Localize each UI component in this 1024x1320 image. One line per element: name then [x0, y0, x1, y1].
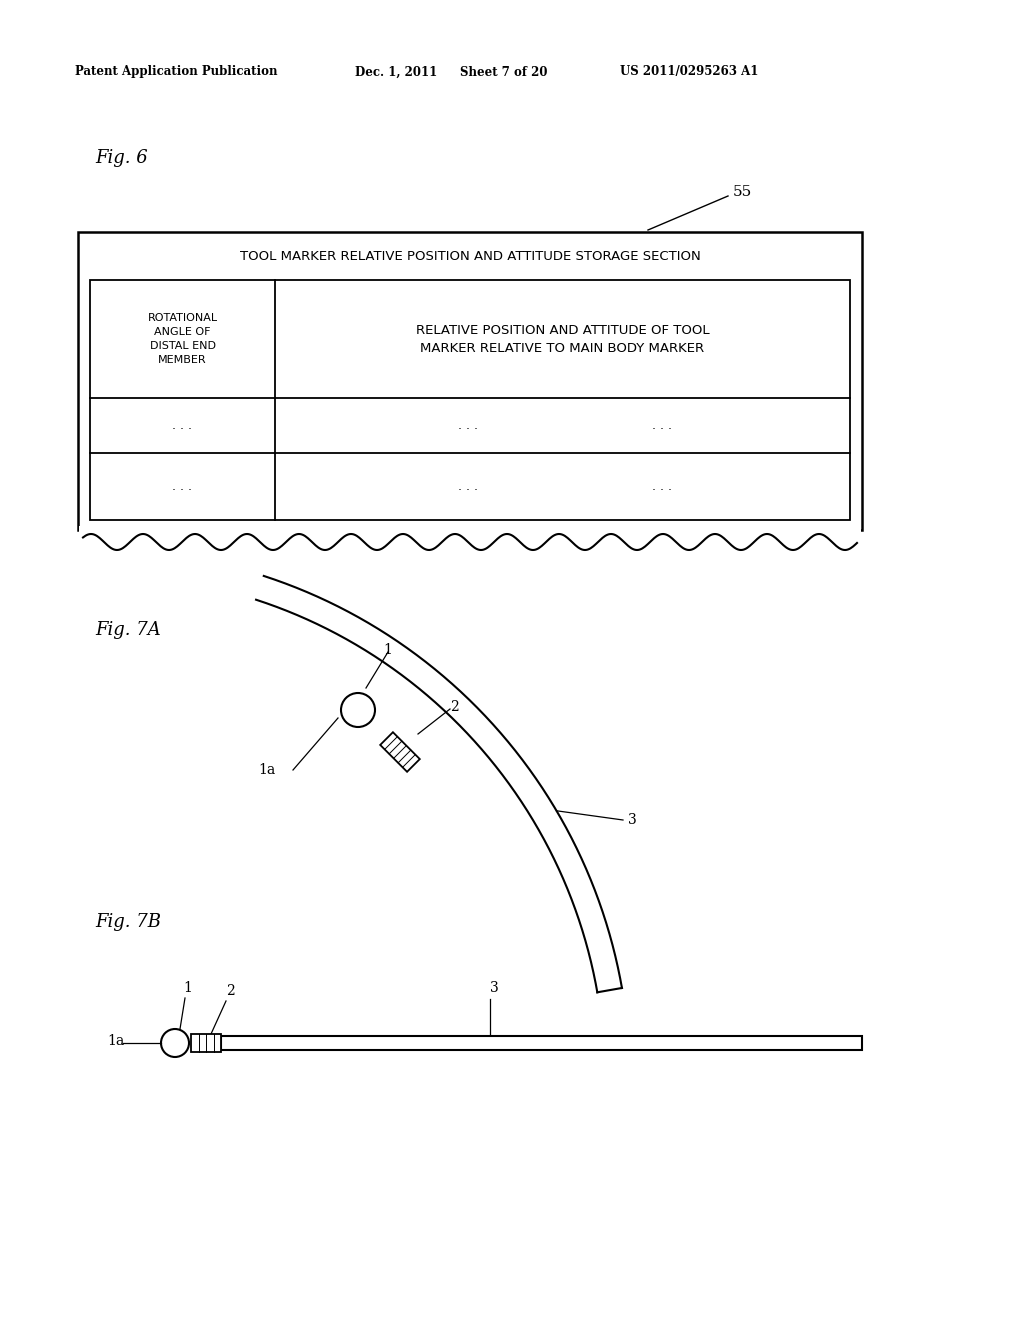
Text: . . .: . . .	[458, 418, 477, 432]
Text: Sheet 7 of 20: Sheet 7 of 20	[460, 66, 548, 78]
Text: 1: 1	[183, 981, 191, 995]
Text: 2: 2	[226, 983, 234, 998]
Text: . . .: . . .	[652, 418, 673, 432]
Text: 3: 3	[628, 813, 637, 828]
Text: RELATIVE POSITION AND ATTITUDE OF TOOL
MARKER RELATIVE TO MAIN BODY MARKER: RELATIVE POSITION AND ATTITUDE OF TOOL M…	[416, 323, 710, 355]
Bar	[221, 1036, 862, 1049]
Bar	[191, 1034, 221, 1052]
Text: . . .: . . .	[172, 480, 193, 492]
Text: 1a: 1a	[258, 763, 275, 777]
Text: 3: 3	[490, 981, 499, 995]
Text: 55: 55	[733, 185, 753, 199]
Text: 2: 2	[450, 700, 459, 714]
Text: 1: 1	[383, 643, 392, 657]
Bar	[90, 280, 850, 520]
Text: TOOL MARKER RELATIVE POSITION AND ATTITUDE STORAGE SECTION: TOOL MARKER RELATIVE POSITION AND ATTITU…	[240, 249, 700, 263]
Text: Fig. 6: Fig. 6	[95, 149, 147, 168]
Text: . . .: . . .	[458, 480, 477, 492]
Text: ROTATIONAL
ANGLE OF
DISTAL END
MEMBER: ROTATIONAL ANGLE OF DISTAL END MEMBER	[147, 313, 217, 366]
Text: US 2011/0295263 A1: US 2011/0295263 A1	[620, 66, 759, 78]
Text: Patent Application Publication: Patent Application Publication	[75, 66, 278, 78]
Bar	[380, 733, 420, 772]
Text: . . .: . . .	[172, 418, 193, 432]
Text: Dec. 1, 2011: Dec. 1, 2011	[355, 66, 437, 78]
Text: Fig. 7B: Fig. 7B	[95, 913, 161, 931]
Text: . . .: . . .	[652, 480, 673, 492]
Bar	[78, 232, 862, 531]
Text: Fig. 7A: Fig. 7A	[95, 620, 161, 639]
Text: 1a: 1a	[106, 1034, 124, 1048]
Bar	[79, 525, 861, 535]
